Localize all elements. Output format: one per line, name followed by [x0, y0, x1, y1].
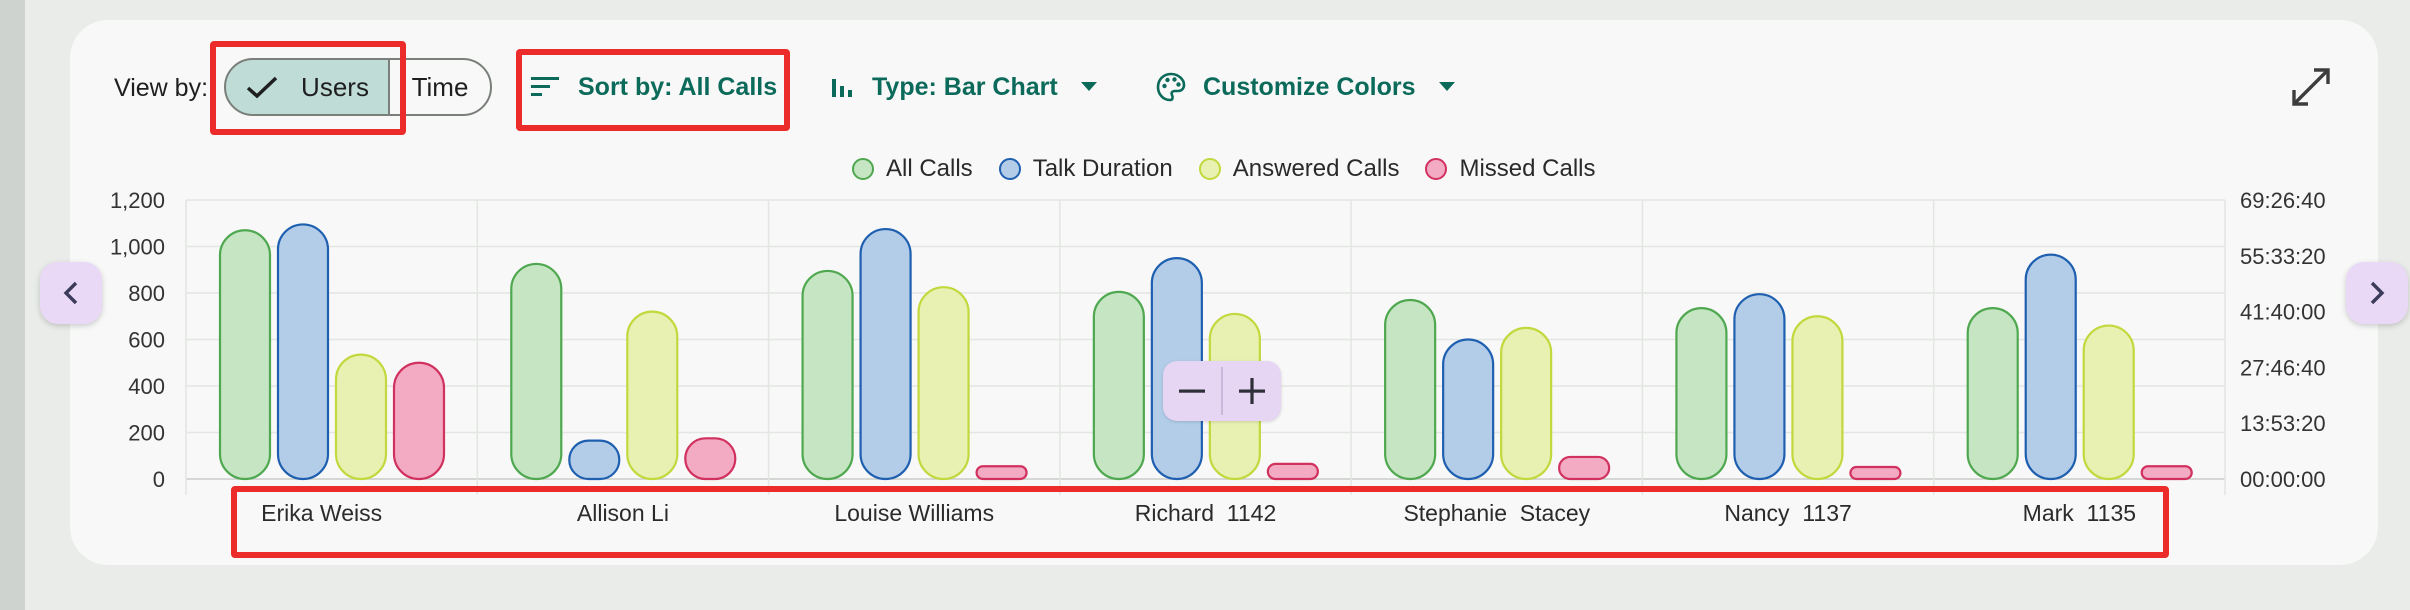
bar-missed-calls — [1849, 465, 1902, 481]
bar-answered-calls — [2082, 324, 2135, 481]
y-left-tick-label: 1,200 — [110, 188, 165, 213]
expand-icon[interactable] — [2290, 66, 2332, 113]
bar-missed-calls — [684, 437, 737, 481]
chart-type-label: Type: Bar Chart — [872, 72, 1058, 101]
chevron-left-icon — [62, 280, 80, 306]
x-category-label: Richard 1142 — [1135, 500, 1277, 526]
y-right-tick-label: 55:33:20 — [2240, 244, 2326, 269]
customize-colors-label: Customize Colors — [1203, 72, 1416, 101]
legend-item-talk-duration[interactable]: Talk Duration — [998, 155, 1173, 183]
bar-answered-calls — [917, 286, 970, 481]
bar-talk-duration — [1442, 338, 1495, 481]
zoom-divider — [1221, 367, 1223, 415]
bar-answered-calls — [626, 310, 679, 481]
x-category-label: Erika Weiss — [261, 500, 382, 526]
bar-missed-calls — [975, 465, 1028, 481]
bar-all-calls — [1092, 290, 1145, 481]
bar-missed-calls — [1266, 462, 1319, 481]
palette-icon — [1155, 71, 1187, 103]
y-right-tick-label: 27:46:40 — [2240, 355, 2326, 380]
legend-swatch — [998, 158, 1021, 180]
y-right-tick-label: 41:40:00 — [2240, 300, 2326, 325]
minus-icon — [1177, 376, 1207, 406]
y-right-tick-label: 13:53:20 — [2240, 411, 2326, 436]
x-category-label: Stephanie Stacey — [1403, 500, 1590, 526]
check-icon — [245, 74, 279, 100]
y-left-tick-label: 600 — [128, 328, 165, 353]
legend-label: Answered Calls — [1232, 155, 1400, 182]
chart-legend: All Calls Talk Duration Answered Calls M… — [852, 155, 1622, 183]
sort-by-button[interactable]: Sort by: All Calls — [530, 62, 777, 112]
legend-item-all-calls[interactable]: All Calls — [852, 155, 973, 183]
zoom-in-button[interactable] — [1223, 361, 1281, 421]
bar-talk-duration — [1733, 293, 1786, 481]
bar-answered-calls — [1500, 326, 1553, 481]
left-edge-strip — [0, 0, 25, 610]
y-left-tick-label: 800 — [128, 281, 165, 306]
bar-talk-duration — [276, 223, 330, 481]
view-option-users-label: Users — [301, 71, 369, 102]
bar-answered-calls — [334, 353, 388, 481]
bar-all-calls — [1966, 307, 2019, 481]
plus-icon — [1237, 376, 1267, 406]
bar-all-calls — [510, 262, 563, 481]
x-category-label: Nancy 1137 — [1724, 500, 1851, 526]
bar-talk-duration — [2024, 253, 2077, 481]
bar-chart-icon — [830, 75, 854, 99]
y-right-tick-label: 69:26:40 — [2240, 188, 2326, 213]
legend-swatch — [852, 158, 874, 180]
bar-missed-calls — [2140, 465, 2193, 481]
legend-swatch — [1425, 158, 1448, 180]
legend-item-answered-calls[interactable]: Answered Calls — [1198, 155, 1400, 183]
bar-answered-calls — [1791, 315, 1844, 481]
sort-by-label: Sort by: All Calls — [578, 72, 778, 101]
bar-all-calls — [801, 269, 854, 481]
bar-missed-calls — [1558, 455, 1611, 481]
bar-talk-duration — [859, 227, 912, 481]
x-category-label: Louise Williams — [834, 500, 994, 526]
bar-all-calls — [1675, 307, 1728, 481]
x-category-label: Allison Li — [577, 500, 669, 526]
chart-type-dropdown[interactable]: Type: Bar Chart — [830, 62, 1098, 112]
next-page-button[interactable] — [2346, 262, 2408, 324]
chevron-right-icon — [2368, 280, 2386, 306]
customize-colors-dropdown[interactable]: Customize Colors — [1155, 62, 1456, 112]
bar-talk-duration — [568, 439, 621, 481]
bar-missed-calls — [392, 361, 446, 481]
zoom-controls — [1163, 361, 1281, 421]
bar-all-calls — [218, 229, 272, 481]
legend-label: All Calls — [886, 155, 973, 182]
legend-item-missed-calls[interactable]: Missed Calls — [1425, 155, 1596, 183]
bar-all-calls — [1384, 298, 1437, 481]
y-left-tick-label: 200 — [128, 421, 165, 446]
sort-icon — [530, 75, 560, 99]
legend-swatch — [1198, 158, 1221, 180]
chevron-down-icon — [1080, 81, 1098, 93]
x-category-label: Mark 1135 — [2023, 500, 2136, 526]
y-left-tick-label: 0 — [153, 467, 165, 492]
chevron-down-icon — [1438, 81, 1456, 93]
previous-page-button[interactable] — [40, 262, 102, 324]
y-left-tick-label: 1,000 — [110, 235, 165, 260]
legend-label: Talk Duration — [1032, 155, 1173, 182]
view-option-time-label: Time — [411, 71, 469, 102]
view-by-label: View by: — [114, 74, 209, 102]
zoom-out-button[interactable] — [1163, 361, 1221, 421]
y-right-tick-label: 00:00:00 — [2240, 467, 2326, 492]
y-left-tick-label: 400 — [128, 374, 165, 399]
legend-label: Missed Calls — [1459, 155, 1596, 182]
